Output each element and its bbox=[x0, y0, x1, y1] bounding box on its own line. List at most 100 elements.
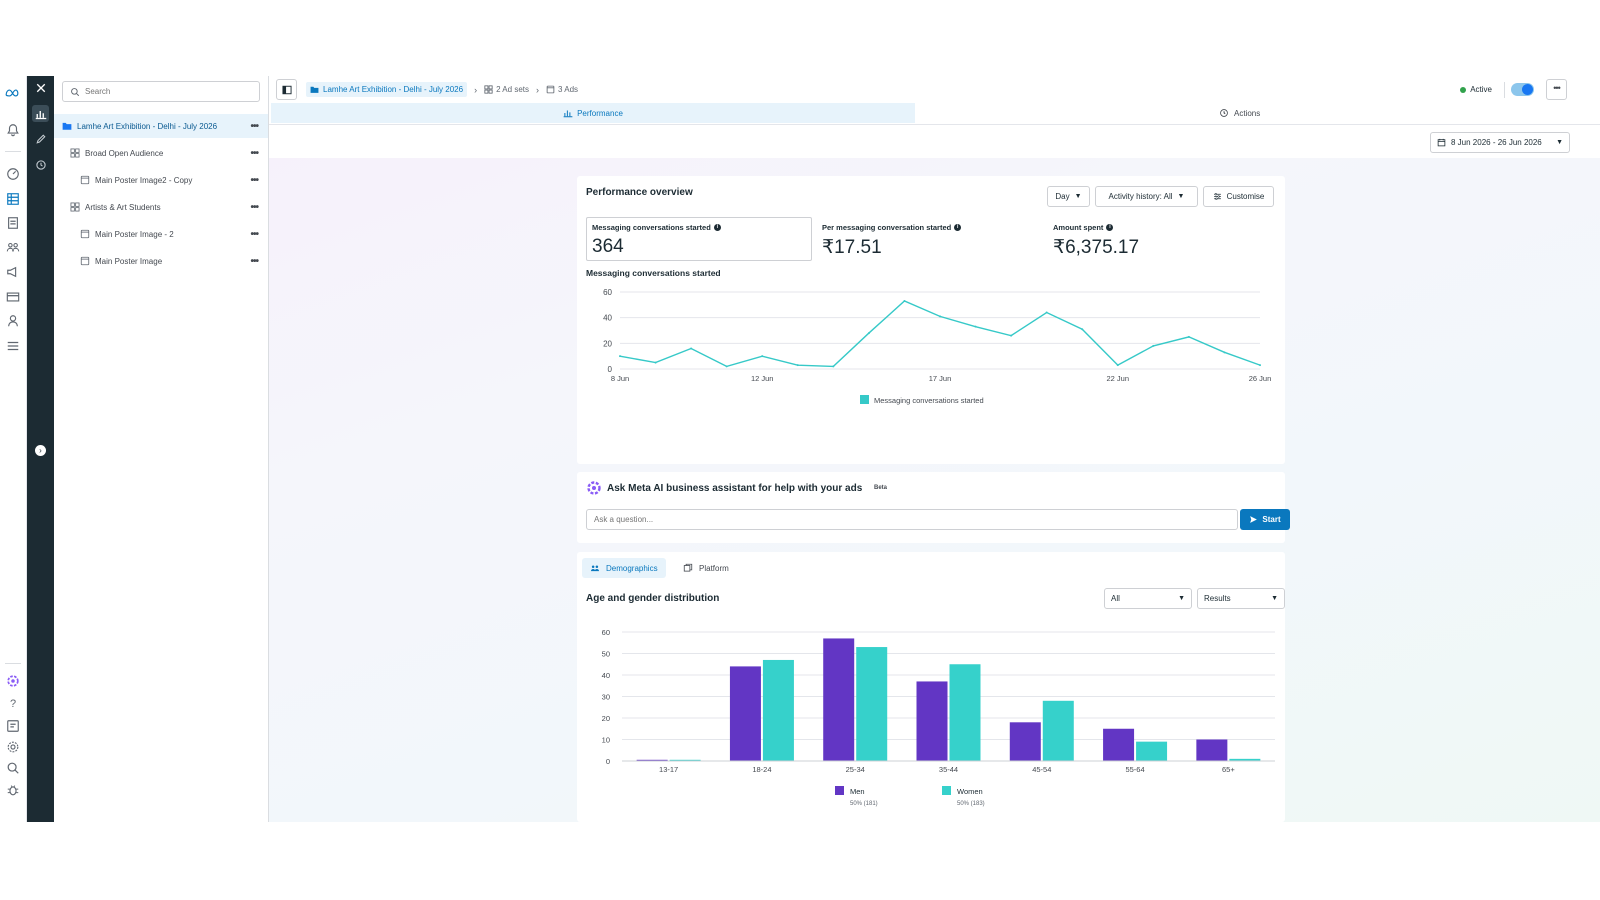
demographics-card: Demographics Platform Age and gender dis… bbox=[577, 552, 1285, 822]
tree-search[interactable] bbox=[62, 81, 260, 102]
tree-item-campaign[interactable]: Lamhe Art Exhibition - Delhi - July 2026… bbox=[54, 114, 268, 138]
tree-item-label: Lamhe Art Exhibition - Delhi - July 2026 bbox=[77, 121, 218, 131]
data-point bbox=[974, 325, 977, 328]
customise-button[interactable]: Customise bbox=[1203, 186, 1274, 207]
bar-women bbox=[1229, 758, 1261, 761]
tree-item-label: Main Poster Image - 2 bbox=[95, 229, 174, 239]
ai-question-input[interactable] bbox=[586, 509, 1238, 530]
info-icon[interactable]: i bbox=[954, 224, 962, 231]
legend-count: 50% (181) bbox=[850, 801, 878, 807]
breadcrumb-ads[interactable]: 3 Ads bbox=[546, 85, 578, 94]
tree-search-input[interactable] bbox=[85, 87, 255, 96]
tab-performance[interactable]: Performance bbox=[271, 103, 915, 123]
metric-filter-dropdown[interactable]: Results ▼ bbox=[1197, 588, 1285, 609]
help-icon[interactable]: ? bbox=[9, 698, 17, 710]
calendar-icon bbox=[1437, 138, 1446, 147]
metric-value: 364 bbox=[592, 236, 624, 257]
dashboard-icon[interactable] bbox=[4, 165, 22, 183]
y-tick-label: 0 bbox=[606, 757, 610, 766]
customise-label: Customise bbox=[1226, 192, 1265, 201]
metric-cost-per-conversation[interactable]: Per messaging conversation started i ₹17.… bbox=[822, 223, 962, 259]
tree-item-ad[interactable]: Main Poster Image ••• bbox=[54, 249, 268, 273]
tab-platform-label: Platform bbox=[699, 563, 729, 573]
chevron-down-icon: ▼ bbox=[1178, 595, 1185, 602]
x-tick-label: 26 Jun bbox=[1249, 374, 1272, 383]
ads-manager-table-icon[interactable] bbox=[4, 190, 22, 208]
chevron-right-icon: › bbox=[474, 84, 478, 95]
metric-messaging-conversations[interactable]: Messaging conversations started i 364 bbox=[586, 217, 812, 261]
activity-history-dropdown[interactable]: Activity history: All ▼ bbox=[1095, 186, 1198, 207]
search-icon bbox=[71, 87, 80, 96]
tree-item-label: Broad Open Audience bbox=[85, 148, 164, 158]
pencil-edit-icon[interactable] bbox=[32, 130, 49, 147]
meta-logo-icon[interactable] bbox=[2, 84, 22, 102]
all-tools-menu-icon[interactable] bbox=[4, 337, 22, 355]
reports-icon[interactable] bbox=[4, 214, 22, 232]
business-settings-icon[interactable] bbox=[4, 312, 22, 330]
date-range-picker[interactable]: 8 Jun 2026 - 26 Jun 2026 ▼ bbox=[1430, 132, 1570, 153]
search-icon[interactable] bbox=[4, 759, 22, 777]
close-icon[interactable] bbox=[32, 79, 49, 96]
more-options-icon[interactable]: ••• bbox=[250, 174, 258, 186]
bell-icon[interactable] bbox=[4, 121, 22, 139]
legend-swatch bbox=[860, 395, 869, 404]
chevron-right-icon: › bbox=[536, 84, 539, 95]
x-tick-label: 13-17 bbox=[659, 765, 678, 774]
tab-demographics[interactable]: Demographics bbox=[582, 558, 666, 578]
bar-women bbox=[669, 759, 701, 761]
tree-item-ad[interactable]: Main Poster Image - 2 ••• bbox=[54, 222, 268, 246]
breadcrumb: Lamhe Art Exhibition - Delhi - July 2026… bbox=[306, 81, 578, 98]
billing-card-icon[interactable] bbox=[4, 288, 22, 306]
tree-item-adset[interactable]: Broad Open Audience ••• bbox=[54, 141, 268, 165]
megaphone-icon[interactable] bbox=[4, 263, 22, 281]
campaign-on-off-toggle[interactable] bbox=[1511, 83, 1534, 96]
audiences-icon[interactable] bbox=[4, 238, 22, 256]
metric-value: ₹6,375.17 bbox=[1053, 237, 1140, 258]
tree-item-ad[interactable]: Main Poster Image2 - Copy ••• bbox=[54, 168, 268, 192]
metric-amount-spent[interactable]: Amount spent i ₹6,375.17 bbox=[1053, 223, 1139, 259]
bug-report-icon[interactable] bbox=[4, 781, 22, 799]
bar-women bbox=[856, 647, 888, 761]
info-icon[interactable]: i bbox=[1106, 224, 1114, 231]
day-dropdown[interactable]: Day ▼ bbox=[1047, 186, 1090, 207]
top-bar: Lamhe Art Exhibition - Delhi - July 2026… bbox=[269, 76, 1600, 158]
adset-grid-icon bbox=[484, 85, 493, 94]
more-options-icon[interactable]: ••• bbox=[250, 228, 258, 240]
more-options-icon[interactable]: ••• bbox=[250, 120, 258, 132]
more-options-icon[interactable]: ••• bbox=[250, 147, 258, 159]
breadcrumb-adsets[interactable]: 2 Ad sets bbox=[484, 85, 529, 94]
settings-gear-icon[interactable] bbox=[4, 738, 22, 756]
expand-panel-icon[interactable]: › bbox=[35, 445, 46, 456]
tab-actions[interactable]: Actions bbox=[1219, 103, 1260, 123]
toggle-side-panel-button[interactable] bbox=[276, 79, 297, 100]
tab-demographics-label: Demographics bbox=[606, 563, 658, 573]
data-point bbox=[939, 315, 941, 318]
y-tick-label: 40 bbox=[603, 314, 612, 323]
line-chart-title: Messaging conversations started bbox=[586, 268, 721, 278]
metric-label: Messaging conversations started bbox=[592, 223, 711, 232]
legend-swatch bbox=[942, 786, 951, 795]
data-point bbox=[725, 365, 728, 368]
data-point bbox=[1223, 351, 1226, 354]
breadcrumb-campaign[interactable]: Lamhe Art Exhibition - Delhi - July 2026 bbox=[306, 82, 468, 97]
tree-item-adset[interactable]: Artists & Art Students ••• bbox=[54, 195, 268, 219]
tab-platform[interactable]: Platform bbox=[675, 558, 737, 578]
news-icon[interactable] bbox=[4, 717, 22, 735]
bar-men bbox=[1009, 722, 1041, 761]
data-point bbox=[867, 332, 870, 335]
meta-ai-sparkle-icon[interactable] bbox=[4, 672, 22, 690]
tab-actions-label: Actions bbox=[1234, 108, 1261, 118]
more-options-icon[interactable]: ••• bbox=[250, 255, 258, 267]
gender-filter-dropdown[interactable]: All ▼ bbox=[1104, 588, 1192, 609]
info-icon[interactable]: i bbox=[713, 224, 721, 231]
bar-chart-icon[interactable] bbox=[32, 105, 49, 122]
data-point bbox=[1081, 328, 1084, 331]
day-dropdown-label: Day bbox=[1055, 192, 1070, 201]
history-clock-icon[interactable] bbox=[32, 156, 49, 173]
ai-start-button[interactable]: Start bbox=[1240, 509, 1290, 530]
data-point bbox=[1116, 364, 1119, 367]
more-options-button[interactable]: ••• bbox=[1546, 79, 1567, 100]
chevron-down-icon: ▼ bbox=[1271, 595, 1278, 602]
more-options-icon[interactable]: ••• bbox=[250, 201, 258, 213]
meta-ai-assistant-card: Ask Meta AI business assistant for help … bbox=[577, 472, 1290, 543]
